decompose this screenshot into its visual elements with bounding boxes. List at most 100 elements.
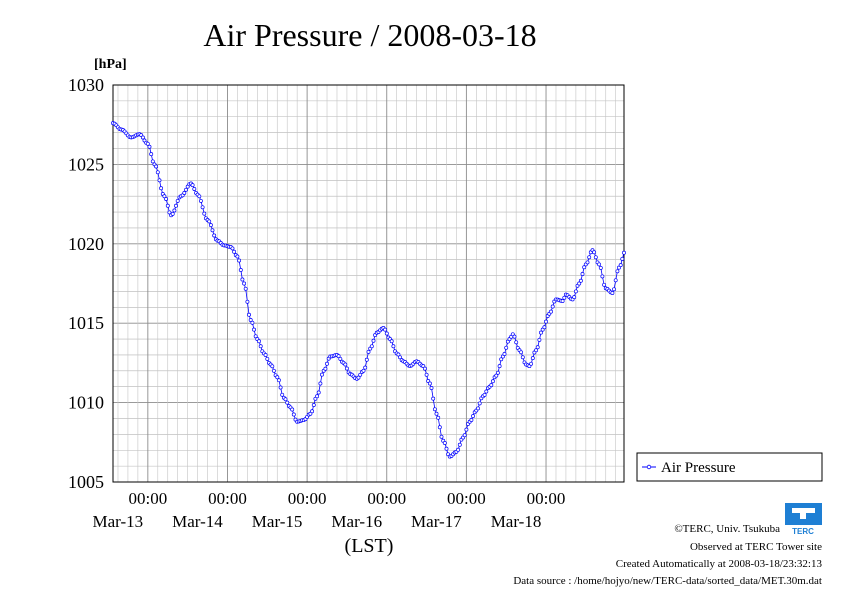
- copyright-text: ©TERC, Univ. Tsukuba: [674, 523, 780, 535]
- data-point: [502, 352, 507, 356]
- data-point: [200, 205, 205, 210]
- data-point: [383, 327, 388, 332]
- data-point: [280, 392, 285, 397]
- data-point: [237, 258, 242, 263]
- data-point: [439, 434, 444, 439]
- y-tick-label: 1025: [68, 154, 104, 174]
- data-point: [253, 334, 258, 339]
- data-point: [384, 331, 389, 336]
- x-tick-date: Mar-13: [93, 512, 144, 531]
- data-point: [432, 407, 437, 412]
- data-point: [537, 337, 542, 342]
- chart-title: Air Pressure / 2008-03-18: [203, 17, 536, 53]
- data-point: [542, 325, 547, 330]
- data-point: [469, 418, 474, 422]
- data-point: [230, 246, 235, 251]
- data-point: [600, 274, 605, 279]
- data-point: [157, 178, 162, 183]
- source-text: Data source : /home/hojyo/new/TERC-data/…: [513, 575, 822, 587]
- data-point: [484, 389, 489, 394]
- data-point: [389, 339, 394, 344]
- series-line: [112, 122, 625, 458]
- data-point: [549, 309, 553, 314]
- data-point: [610, 291, 615, 295]
- data-point: [198, 198, 203, 203]
- data-point: [270, 364, 275, 369]
- data-point: [592, 250, 597, 255]
- data-point: [184, 187, 188, 192]
- data-point: [612, 287, 616, 292]
- data-point: [291, 412, 296, 417]
- data-point: [145, 141, 150, 146]
- data-point: [572, 295, 577, 300]
- plot-frame: [112, 84, 625, 483]
- data-point: [358, 372, 363, 377]
- data-point: [210, 228, 215, 233]
- data-point: [285, 400, 290, 405]
- data-point: [175, 198, 180, 203]
- data-point: [539, 330, 543, 335]
- data-point: [320, 372, 324, 377]
- data-point: [512, 334, 517, 339]
- data-point: [429, 386, 434, 390]
- data-point: [562, 295, 567, 300]
- data-point: [242, 281, 247, 286]
- data-point: [457, 442, 462, 447]
- data-point: [344, 366, 349, 371]
- data-point: [434, 411, 439, 416]
- data-point: [192, 187, 197, 191]
- x-tick-date: Mar-16: [331, 512, 382, 531]
- data-point: [338, 356, 343, 361]
- legend-label: Air Pressure: [661, 460, 736, 476]
- data-point: [442, 441, 447, 445]
- x-tick-date: Mar-18: [491, 512, 542, 531]
- data-point: [462, 433, 467, 438]
- y-tick-labels: 1005 1010 1015 1020 1025 1030: [68, 75, 104, 492]
- data-point: [165, 203, 170, 208]
- data-point: [283, 397, 288, 402]
- data-point: [240, 277, 245, 282]
- data-point: [172, 208, 177, 213]
- legend: Air Pressure: [636, 452, 823, 482]
- data-point: [318, 381, 323, 386]
- data-point: [582, 265, 587, 270]
- x-tick-time: 00:00: [527, 489, 566, 508]
- x-tick-time: 00:00: [128, 489, 167, 508]
- data-point: [315, 394, 320, 399]
- data-point: [585, 260, 590, 265]
- x-tick-time: 00:00: [208, 489, 247, 508]
- data-point: [456, 447, 461, 452]
- data-point: [587, 255, 592, 260]
- x-axis-label: (LST): [345, 535, 394, 557]
- data-point: [247, 312, 251, 317]
- data-point: [265, 356, 270, 361]
- data-point: [364, 357, 369, 362]
- x-tick-date: Mar-14: [172, 512, 223, 531]
- data-point: [422, 366, 427, 371]
- data-point: [535, 345, 540, 350]
- data-point: [477, 401, 482, 406]
- data-point: [361, 368, 366, 373]
- data-point: [140, 135, 145, 140]
- data-point: [578, 278, 583, 283]
- data-point: [490, 379, 495, 384]
- data-point: [424, 372, 429, 377]
- data-point: [250, 320, 255, 325]
- data-point: [444, 446, 449, 451]
- data-point: [497, 364, 502, 369]
- y-tick-label: 1010: [68, 393, 104, 413]
- data-point: [316, 390, 321, 395]
- terc-logo: TERC: [785, 503, 822, 536]
- data-point: [391, 344, 396, 349]
- data-point: [431, 396, 436, 401]
- data-point: [271, 368, 276, 373]
- data-point: [602, 282, 607, 287]
- x-tick-date: Mar-17: [411, 512, 462, 531]
- data-point: [182, 191, 187, 195]
- data-point: [248, 318, 253, 322]
- data-point: [482, 392, 487, 397]
- data-point: [436, 415, 441, 420]
- data-point: [190, 183, 195, 188]
- data-point: [238, 268, 243, 272]
